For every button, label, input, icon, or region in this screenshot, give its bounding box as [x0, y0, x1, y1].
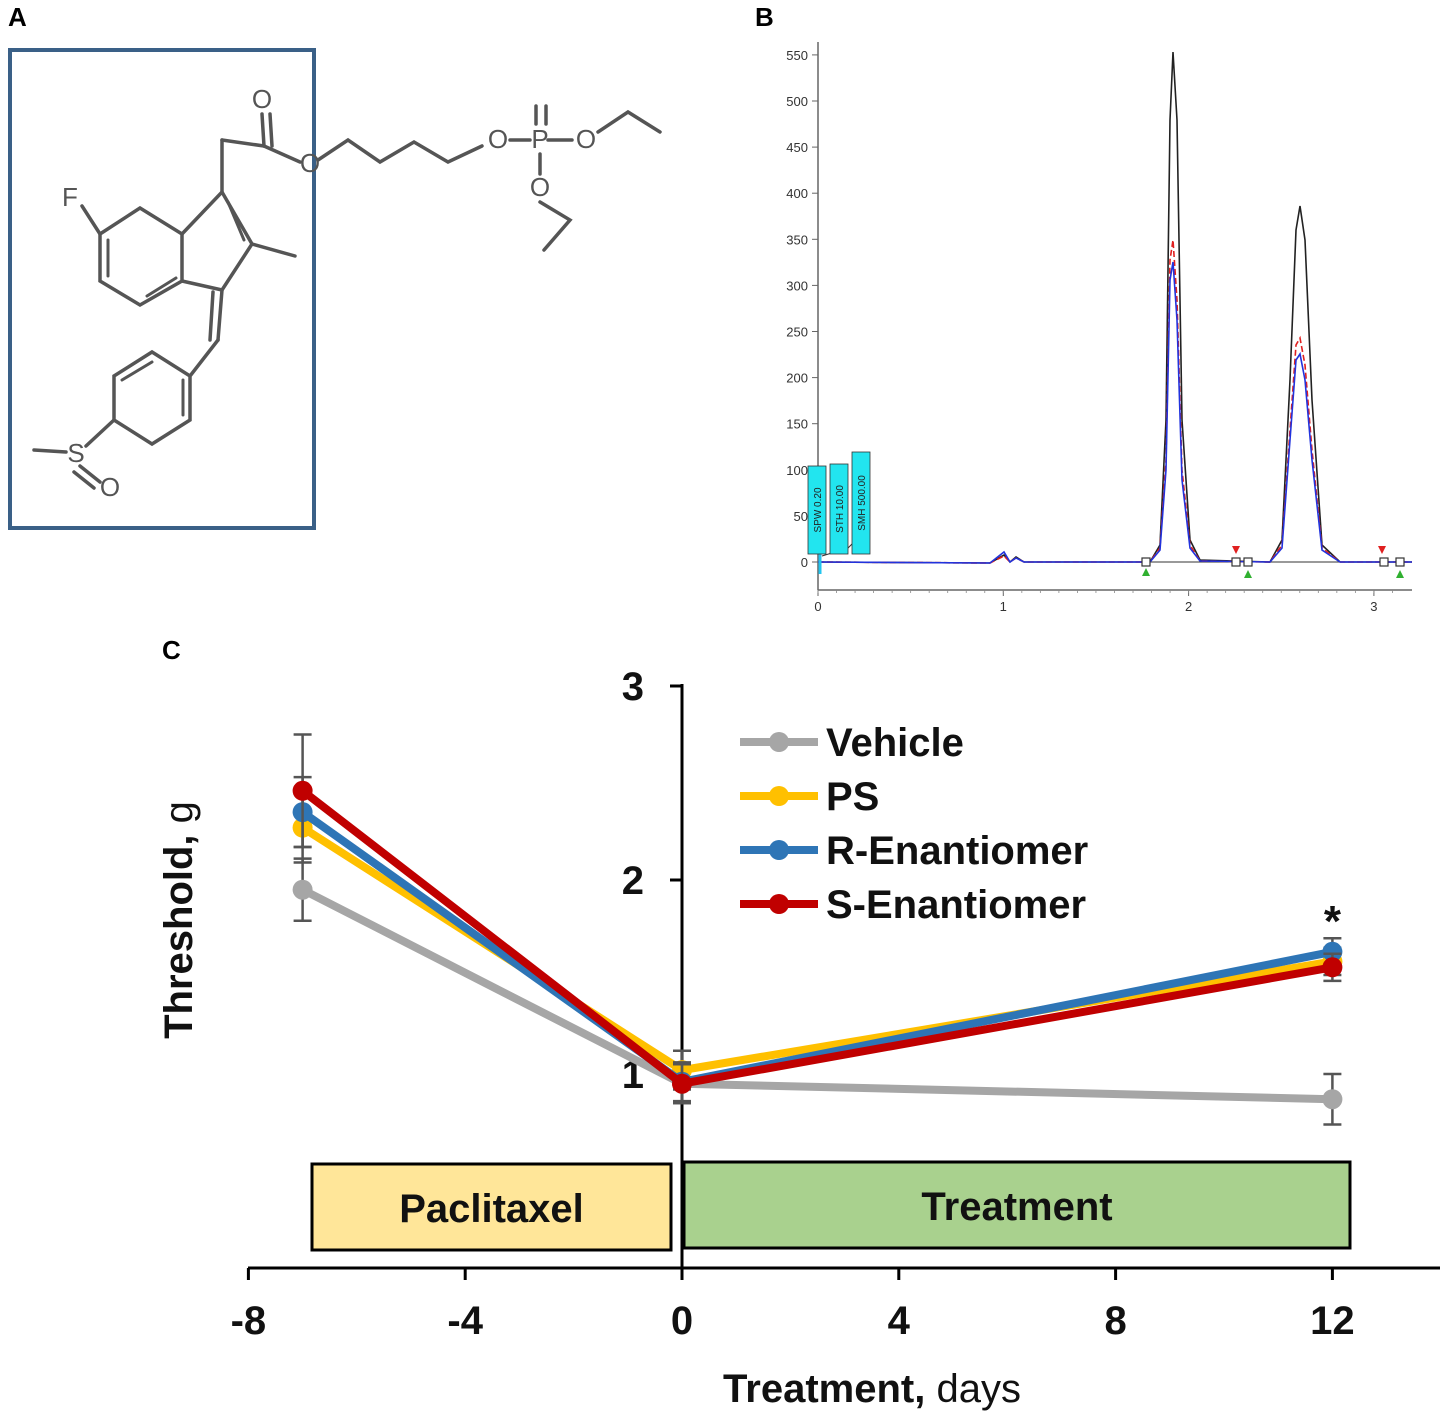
chrom-ytick-label: 450 [786, 140, 808, 155]
band-label: Treatment [921, 1185, 1112, 1229]
x-tick-label: 12 [1310, 1299, 1355, 1343]
atom-label-3: O [488, 124, 508, 154]
chrom-trace-black [817, 51, 1412, 564]
legend-label-ps: PS [826, 775, 879, 819]
chromatogram: 0 50 100 150 200 250 300 350 400 450 500 550 0 1 2 3 S… [786, 42, 1412, 614]
chemical-structure [8, 48, 662, 530]
band-label: Paclitaxel [399, 1187, 584, 1231]
atom-label-7: S [67, 438, 84, 468]
chrom-trace-blue [817, 261, 1412, 564]
data-point-s-enantiomer [672, 1073, 692, 1094]
band-paclitaxel [310, 1162, 673, 1252]
data-point-r-enantiomer [1322, 941, 1343, 962]
x-tick-label: -4 [447, 1299, 483, 1343]
data-point-s-enantiomer [1322, 957, 1343, 978]
chrom-trace-red [817, 239, 1412, 564]
chrom-flag-label: SMH 500.00 [857, 475, 868, 531]
x-tick-label: 4 [888, 1299, 911, 1343]
x-tick-label: 0 [671, 1299, 693, 1343]
data-point-vehicle [1322, 1089, 1343, 1110]
highlight-box [8, 48, 316, 530]
y-axis-label: Threshold, g [157, 801, 201, 1039]
chrom-ytick-label: 300 [786, 278, 808, 293]
atom-label-0: O [252, 84, 272, 114]
chrom-ytick-label: 0 [801, 555, 808, 570]
chrom-flag-label: SPW 0.20 [813, 487, 824, 532]
chrom-xtick-label: 1 [1000, 599, 1007, 614]
chrom-flag [829, 463, 849, 555]
chrom-flag-label: STH 10.00 [835, 485, 846, 533]
atom-label-6: O [530, 172, 550, 202]
chrom-flag [851, 451, 871, 555]
band-treatment [682, 1160, 1352, 1250]
panel-label-b: B [755, 2, 774, 32]
x-tick-label: -8 [231, 1299, 267, 1343]
x-tick-label: 8 [1104, 1299, 1126, 1343]
data-point-vehicle [292, 879, 313, 900]
significance-asterisk: * [1324, 897, 1342, 946]
chrom-xtick-label: 0 [814, 599, 821, 614]
atom-label-1: O [300, 148, 320, 178]
chrom-ytick-label: 200 [786, 371, 808, 386]
x-axis-label: Treatment, days [723, 1367, 1021, 1411]
panel-label-c: C [162, 635, 181, 665]
y-tick-label: 3 [622, 665, 644, 709]
chrom-ytick-label: 550 [786, 48, 808, 63]
atom-label-8: O [100, 472, 120, 502]
chrom-ytick-label: 400 [786, 186, 808, 201]
data-point-s-enantiomer [292, 780, 313, 801]
chrom-ytick-label: 150 [786, 417, 808, 432]
legend-label-vehicle: Vehicle [826, 721, 964, 765]
atom-label-2: F [62, 182, 78, 212]
series-line-s-enantiomer [300, 787, 1334, 1088]
series-line-ps [300, 824, 1334, 1075]
legend-label-r-enantiomer: R-Enantiomer [826, 829, 1088, 873]
chrom-ytick-label: 50 [794, 509, 808, 524]
chrom-xtick-label: 3 [1370, 599, 1377, 614]
chrom-ytick-label: 350 [786, 232, 808, 247]
y-tick-label: 2 [622, 859, 644, 903]
panel-label-a: A [8, 2, 27, 32]
chrom-ytick-label: 100 [786, 463, 808, 478]
legend-label-s-enantiomer: S-Enantiomer [826, 883, 1086, 927]
atom-label-5: O [576, 124, 596, 154]
chrom-ytick-label: 250 [786, 325, 808, 340]
chrom-flag [807, 465, 827, 555]
atom-label-4: P [531, 124, 548, 154]
chrom-xtick-label: 2 [1185, 599, 1192, 614]
threshold-chart: Paclitaxel Treatment -8 -4 0 4 8 12123Treatmen… [157, 665, 1440, 1411]
chrom-ytick-label: 500 [786, 94, 808, 109]
